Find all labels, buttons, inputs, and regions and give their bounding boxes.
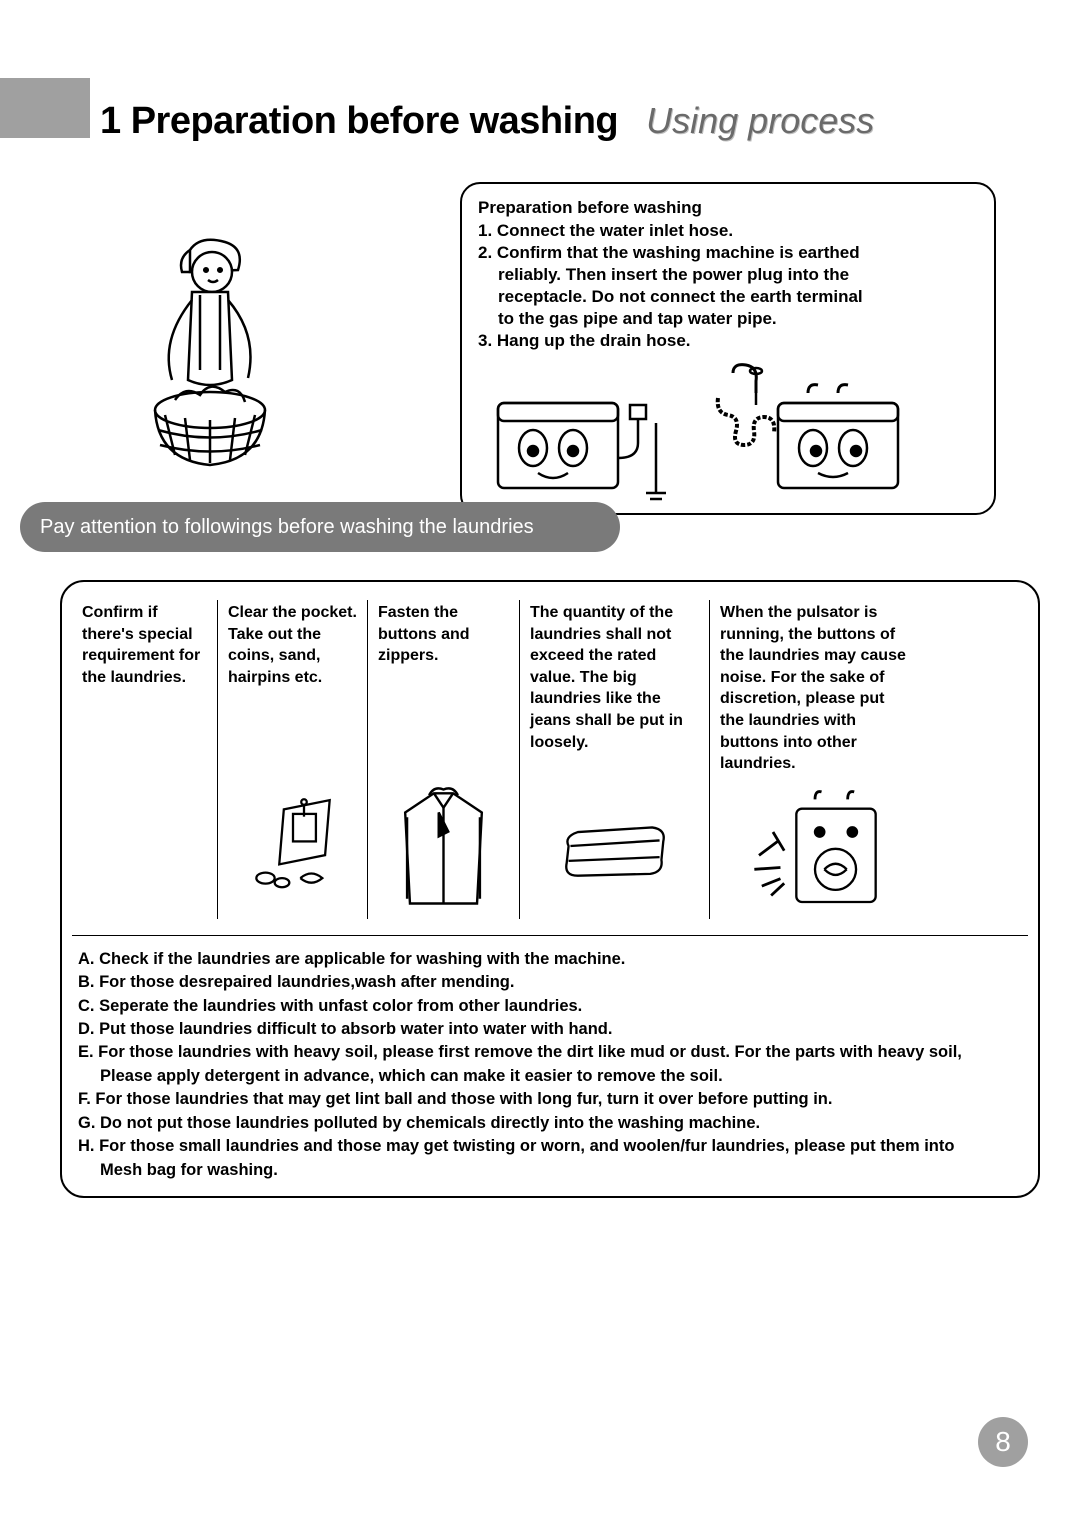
note-b: B. For those desrepaired laundries,wash … <box>78 971 1022 994</box>
maid-illustration <box>130 230 290 490</box>
prep-illustration <box>478 363 978 503</box>
shirt-icon <box>378 775 509 917</box>
page-number: 8 <box>978 1417 1028 1467</box>
tips-grid: Confirm if there's special requirement f… <box>72 600 1028 936</box>
tips-text-4: The quantity of the laundries shall not … <box>530 602 699 772</box>
tips-box: Confirm if there's special requirement f… <box>60 580 1040 1198</box>
attention-text: Pay attention to followings before washi… <box>40 516 534 539</box>
prep-item-1: 1. Connect the water inlet hose. <box>478 220 978 242</box>
preparation-box: Preparation before washing 1. Connect th… <box>460 182 996 515</box>
side-tab <box>0 78 90 138</box>
tips-text-3: Fasten the buttons and zippers. <box>378 602 509 772</box>
care-label-icon <box>82 775 207 917</box>
tips-col-2: Clear the pocket. Take out the coins, sa… <box>218 600 368 919</box>
attention-banner: Pay attention to followings before washi… <box>20 502 620 552</box>
note-c: C. Seperate the laundries with unfast co… <box>78 995 1022 1018</box>
note-d: D. Put those laundries difficult to abso… <box>78 1018 1022 1041</box>
header-subtitle: Using process <box>646 100 874 142</box>
note-h: H. For those small laundries and those m… <box>78 1135 1022 1182</box>
tips-text-5: When the pulsator is running, the button… <box>720 602 910 775</box>
prep-item-2: 2. Confirm that the washing machine is e… <box>478 242 978 330</box>
tips-col-1: Confirm if there's special requirement f… <box>72 600 218 919</box>
page-header: 1 Preparation before washing Using proce… <box>100 100 1020 143</box>
prep-item-3: 3. Hang up the drain hose. <box>478 330 978 352</box>
pulsator-noise-icon <box>720 775 910 917</box>
note-f: F. For those laundries that may get lint… <box>78 1088 1022 1111</box>
header-title: 1 Preparation before washing <box>100 100 618 143</box>
note-a: A. Check if the laundries are applicable… <box>78 948 1022 971</box>
note-g: G. Do not put those laundries polluted b… <box>78 1112 1022 1135</box>
tips-col-5: When the pulsator is running, the button… <box>710 600 920 919</box>
notes-list: A. Check if the laundries are applicable… <box>72 948 1028 1182</box>
folded-laundry-icon <box>530 775 699 917</box>
prep-list: 1. Connect the water inlet hose. 2. Conf… <box>478 220 978 353</box>
pocket-items-icon <box>228 775 357 917</box>
prep-title: Preparation before washing <box>478 198 978 218</box>
note-e: E. For those laundries with heavy soil, … <box>78 1041 1022 1088</box>
tips-text-2: Clear the pocket. Take out the coins, sa… <box>228 602 357 772</box>
tips-col-4: The quantity of the laundries shall not … <box>520 600 710 919</box>
tips-col-3: Fasten the buttons and zippers. <box>368 600 520 919</box>
tips-text-1: Confirm if there's special requirement f… <box>82 602 207 772</box>
